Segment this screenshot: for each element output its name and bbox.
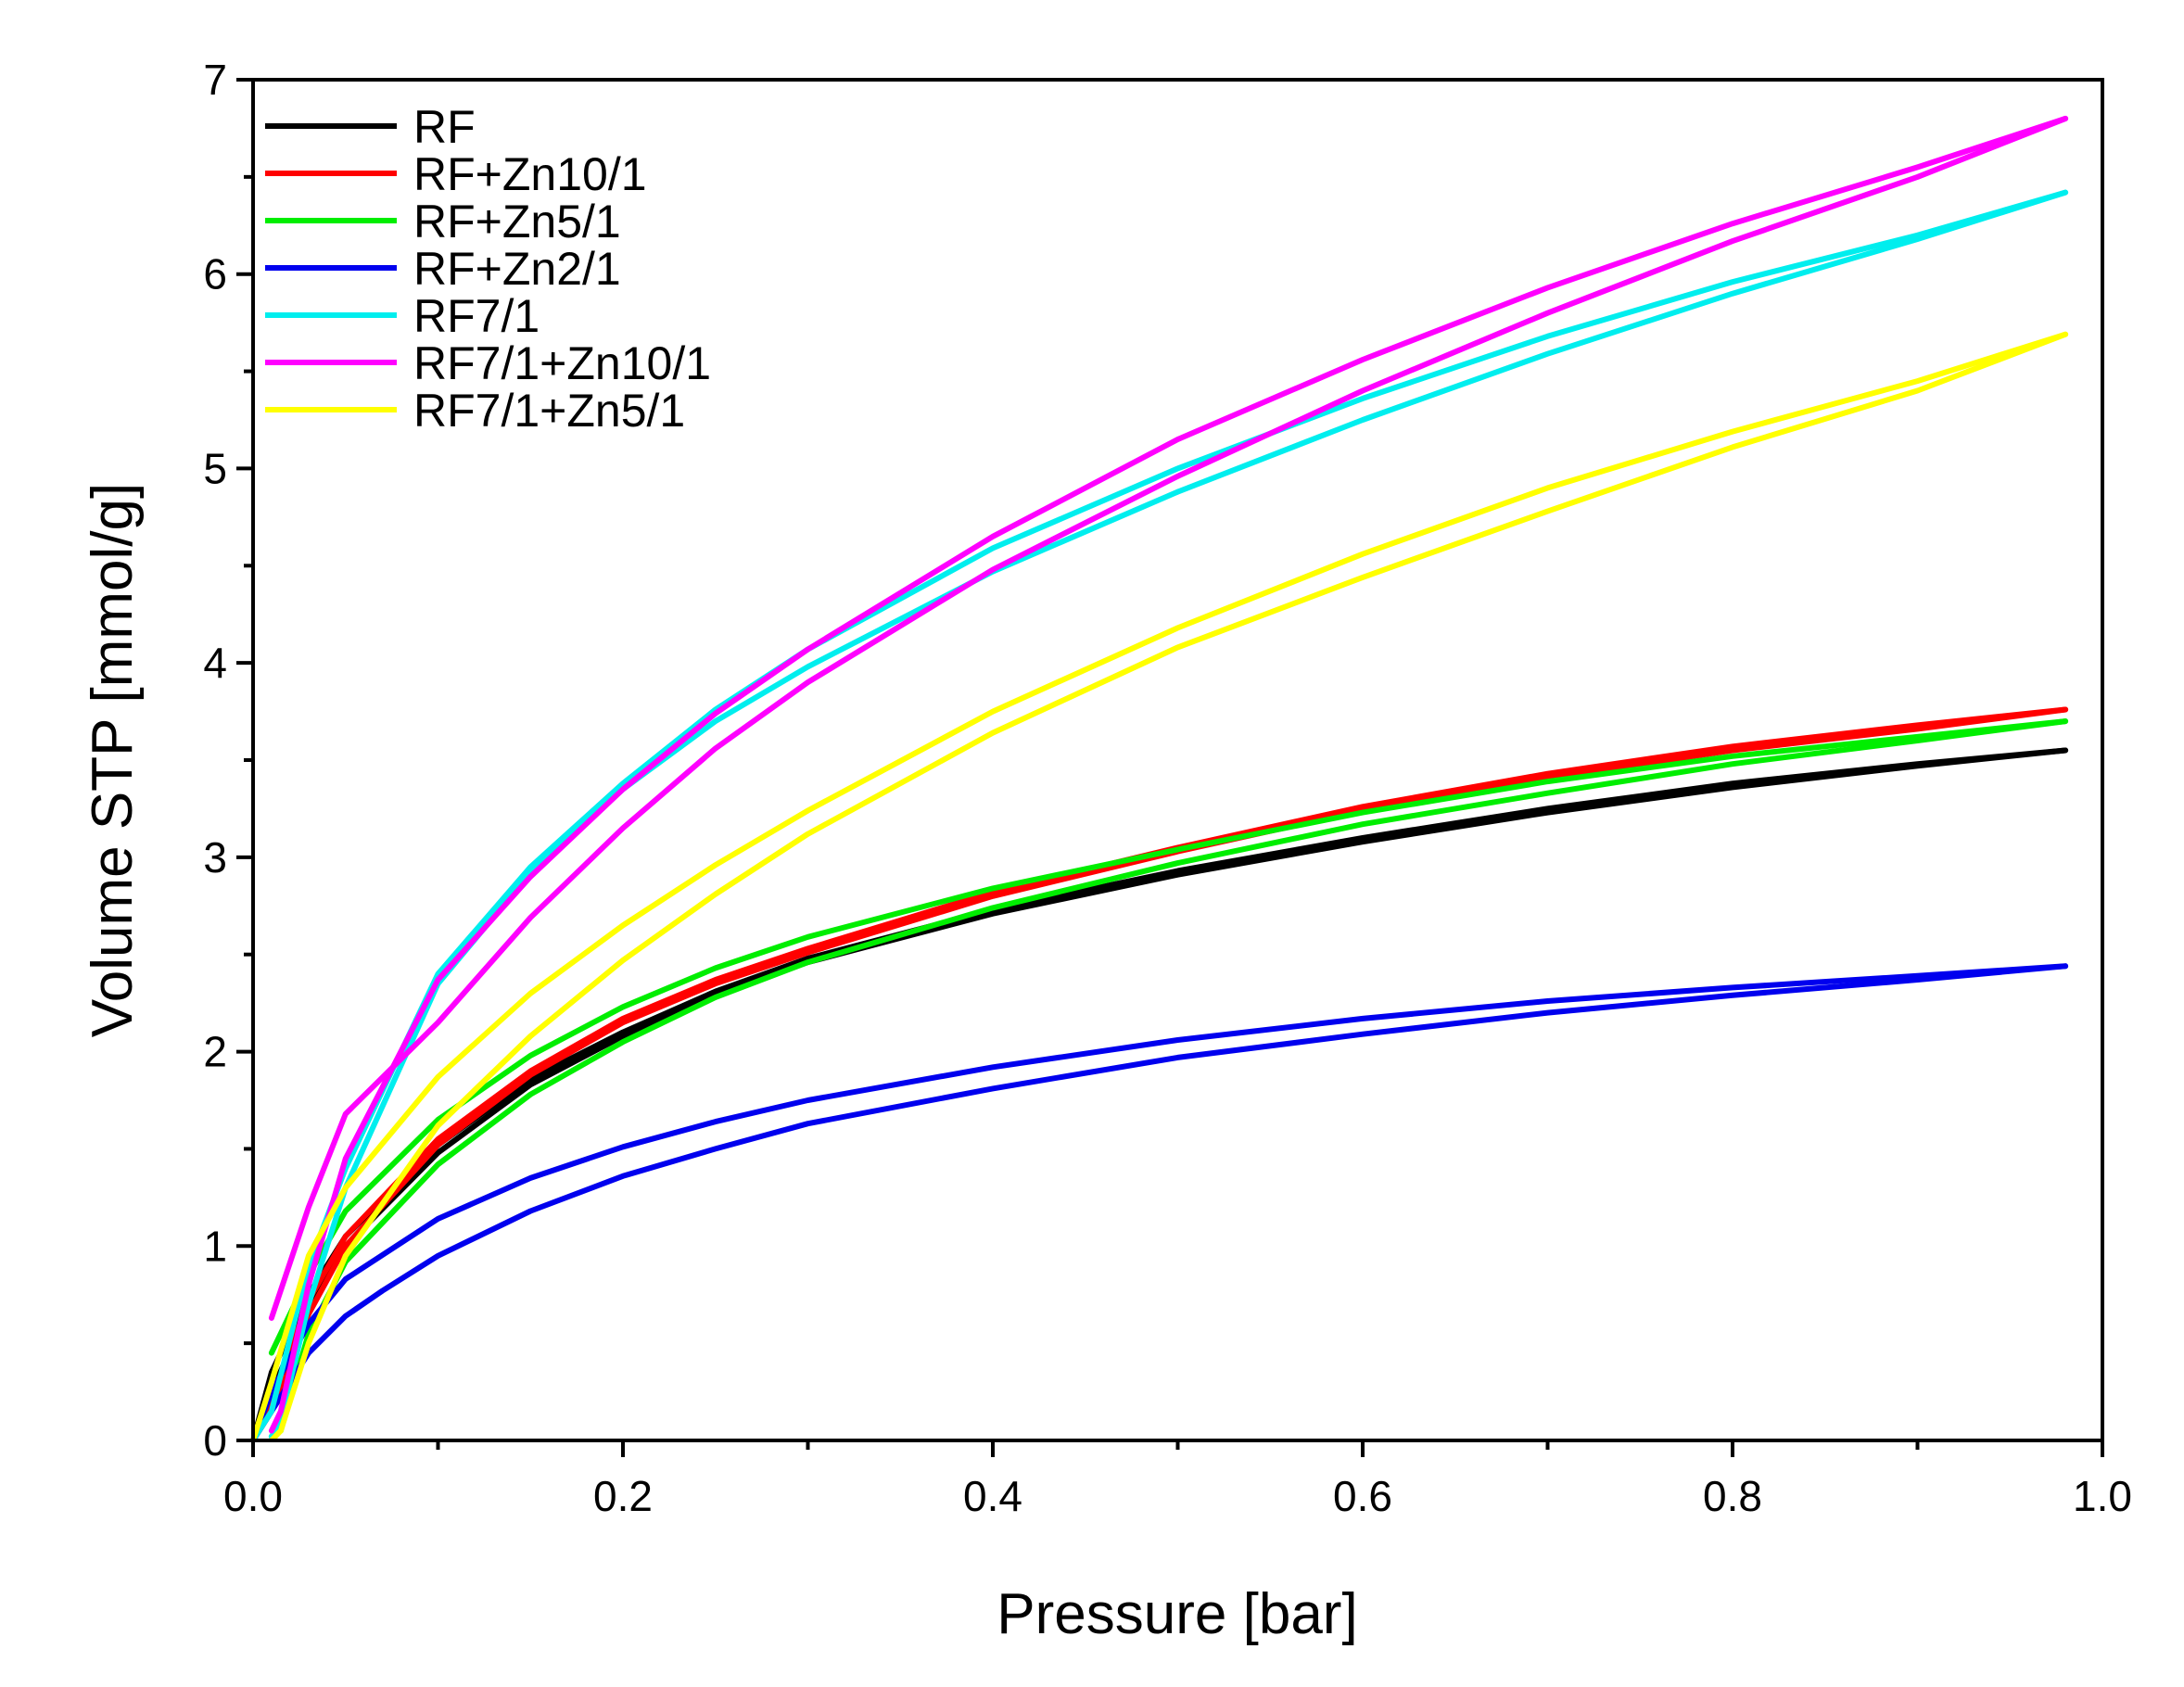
y-axis-title: Volume STP [mmol/g] [81,483,145,1037]
x-tick-label: 0.4 [963,1472,1022,1520]
x-axis-title: Pressure [bar] [997,1582,1357,1646]
legend-label-rf-zn2-1: RF+Zn2/1 [413,243,621,295]
series-line-rf-zn5-1-adsorption [268,718,2069,1356]
series-line-rf7-1-desorption [268,189,2069,1440]
legend-label-rf7-1: RF7/1 [413,290,540,342]
legend-label-rf7-1-zn5-1: RF7/1+Zn5/1 [413,385,685,437]
series-line-rf-zn10-1-desorption [250,706,2069,1440]
x-tick-label: 1.0 [2073,1472,2132,1520]
legend-label-rf7-1-zn10-1: RF7/1+Zn10/1 [413,337,711,389]
series-line-rf-zn2-1-desorption [250,963,2069,1440]
y-tick-label: 5 [203,444,227,492]
x-tick-label: 0.8 [1703,1472,1762,1520]
series-line-rf7-1-zn10-1-adsorption [268,115,2069,1321]
y-tick-label: 4 [203,639,227,687]
x-tick-label: 0.6 [1333,1472,1392,1520]
legend-label-rf: RF [413,101,476,153]
x-tick-label: 0.2 [593,1472,653,1520]
series-layer [250,115,2069,1440]
x-tick-label: 0.0 [223,1472,283,1520]
series-line-rf-zn10-1-adsorption [250,706,2069,1440]
y-tick-label: 7 [203,56,227,104]
series-line-rf7-1-zn5-1-desorption [268,331,2069,1440]
legend-label-rf-zn10-1: RF+Zn10/1 [413,148,647,200]
y-tick-label: 3 [203,833,227,882]
y-tick-label: 2 [203,1028,227,1076]
legend: RFRF+Zn10/1RF+Zn5/1RF+Zn2/1RF7/1RF7/1+Zn… [265,101,711,437]
y-tick-label: 1 [203,1222,227,1270]
legend-label-rf-zn5-1: RF+Zn5/1 [413,196,621,247]
y-tick-label: 0 [203,1416,227,1465]
series-line-rf7-1-zn5-1-adsorption [250,331,2069,1440]
axis-ticks: 0.0 0.2 0.4 0.6 0.8 1.0 0 1 2 3 4 5 6 7 [203,56,2132,1520]
y-tick-label: 6 [203,250,227,298]
